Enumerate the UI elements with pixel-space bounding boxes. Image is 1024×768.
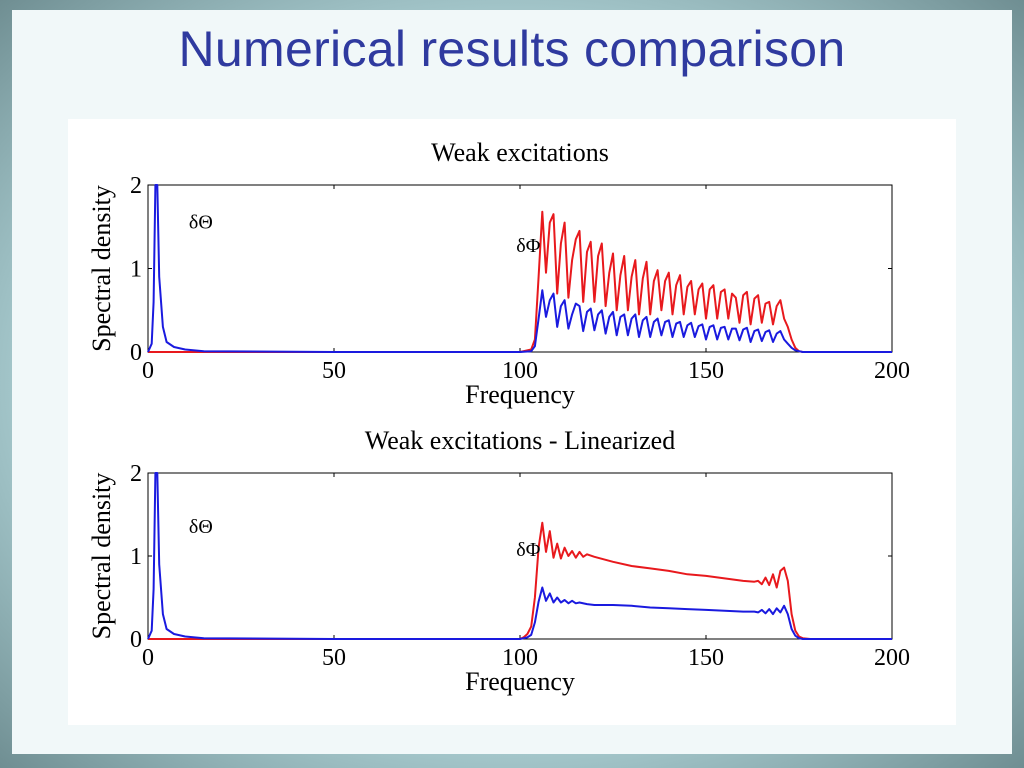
slide-title: Numerical results comparison [178,21,846,77]
chart2-ytick-label: 1 [130,544,142,570]
chart1-annotation-label: δΦ [516,235,540,257]
chart2-series-red-line [148,521,892,640]
chart1-axes-box [147,184,893,353]
chart1-xtick-label: 200 [874,358,910,384]
chart2-xtick-label: 100 [502,645,538,671]
chart1-ytick-label: 1 [130,257,142,283]
figure-panel: 0 50 100 150 200 0 1 2 δΘ δΦ Weak excitations Frequ… [68,119,956,725]
chart2-annotation-label: δΦ [516,539,540,561]
chart2-xtick-label: 50 [322,645,346,671]
chart2-xtick-label: 0 [142,645,154,671]
chart1-ytick-label: 0 [130,340,142,366]
chart1-xtick-label: 50 [322,358,346,384]
chart1-xlabel: Frequency [465,380,575,409]
chart2-series-blue-line [147,472,892,640]
chart2-ylabel: Spectral density [87,473,116,640]
chart1-annotation-label: δΘ [189,211,213,233]
chart2-xlabel: Frequency [465,667,575,696]
chart1-title: Weak excitations [431,138,609,167]
chart2-annotation-label: δΘ [189,516,213,538]
chart2-xtick-label: 150 [688,645,724,671]
chart1-ylabel: Spectral density [87,185,116,352]
chart1-xtick-label: 100 [502,358,538,384]
chart2-ytick-label: 2 [130,461,142,487]
chart1-xtick-label: 0 [142,358,154,384]
chart2-title: Weak excitations - Linearized [365,426,675,455]
chart1-ytick-label: 2 [130,173,142,199]
chart2-ytick-label: 0 [130,627,142,653]
chart1-series-red-line [148,210,892,353]
chart1-xtick-label: 150 [688,358,724,384]
chart2-xtick-label: 200 [874,645,910,671]
chart1-series-blue-line [147,184,892,353]
